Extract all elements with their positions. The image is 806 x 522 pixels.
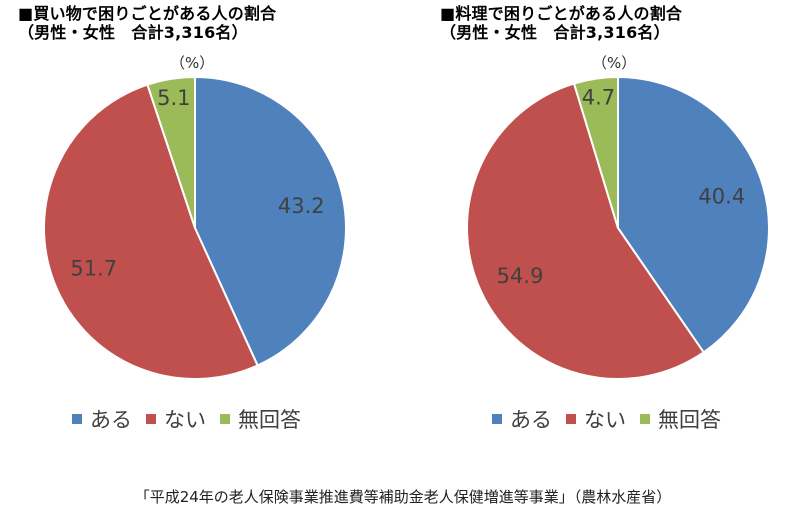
pie-slice-ない [43,83,259,380]
legend-swatch [72,414,82,424]
legend-cooking: ある ない 無回答 [492,404,721,434]
legend-item-ある: ある [492,404,552,434]
source-caption: 「平成24年の老人保険事業推進費等補助金老人保健増進等事業」（農林水産省） [134,488,672,506]
data-label-ある: 40.4 [698,185,745,209]
legend-label: 無回答 [658,408,721,432]
unit-label-cooking: （%） [592,54,637,72]
data-label-ある: 43.2 [278,194,325,218]
pie-slice-ある [617,75,770,354]
legend-item-ある: ある [72,404,132,434]
data-label-無回答: 5.1 [157,86,190,110]
data-label-無回答: 4.7 [582,86,615,110]
pie-slice-ない [466,82,706,380]
legend-label: ない [164,408,206,432]
unit-label-shopping: （%） [170,54,215,72]
legend-item-ない: ない [566,404,626,434]
legend-swatch [492,414,502,424]
pie-slice-ある [194,75,347,367]
pie-slice-無回答 [146,75,196,229]
legend-label: ある [90,408,132,432]
legend-label: ある [510,408,552,432]
data-label-ない: 51.7 [70,257,117,281]
legend-item-ない: ない [146,404,206,434]
data-label-ない: 54.9 [497,264,544,288]
legend-item-無回答: 無回答 [640,404,721,434]
legend-label: 無回答 [238,408,301,432]
legend-shopping: ある ない 無回答 [72,404,301,434]
pie-slice-無回答 [572,75,619,229]
chart-title-cooking: ■料理で困りごとがある人の割合 （男性・女性 合計3,316名） [440,4,683,42]
chart-title-shopping: ■買い物で困りごとがある人の割合 （男性・女性 合計3,316名） [18,4,277,42]
legend-swatch [146,414,156,424]
legend-swatch [220,414,230,424]
legend-swatch [566,414,576,424]
legend-label: ない [584,408,626,432]
legend-item-無回答: 無回答 [220,404,301,434]
legend-swatch [640,414,650,424]
